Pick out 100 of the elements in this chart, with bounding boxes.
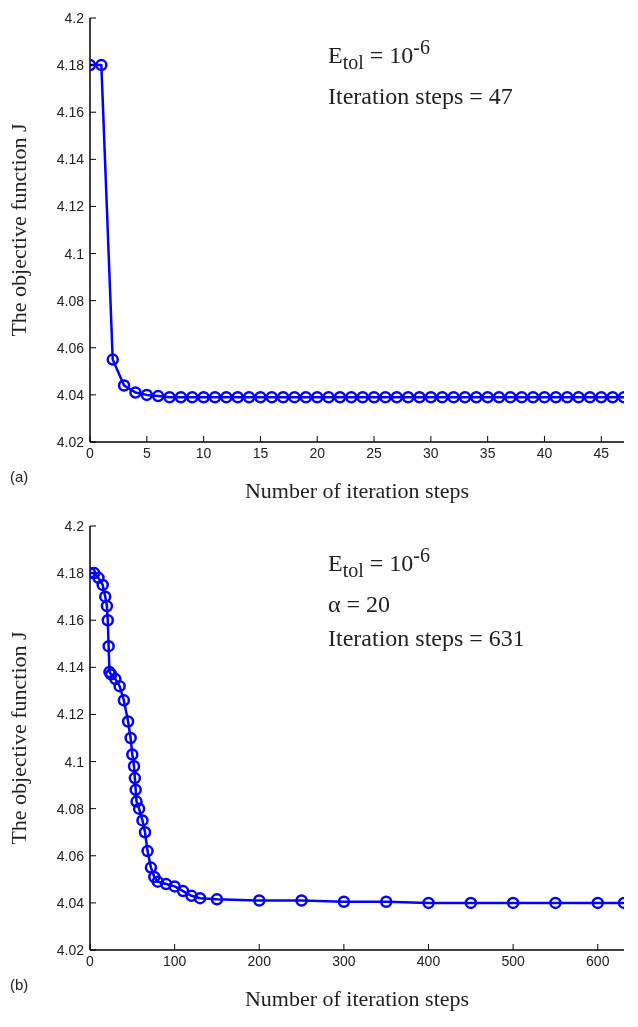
text: (b): [10, 976, 29, 993]
x-axis-title: Number of iteration steps: [244, 478, 470, 503]
x-axis-title: Number of iteration steps: [244, 986, 470, 1011]
y-tick-label: 4.2: [64, 517, 85, 534]
point: [113, 679, 126, 693]
annotation: α = 20: [328, 589, 392, 619]
point: [129, 386, 142, 399]
y-tick-label: 4.02: [56, 433, 85, 450]
point: [288, 390, 301, 404]
point: [310, 390, 324, 404]
y-tick-label: 4.12: [56, 706, 85, 723]
y-tick-label: 4.18: [56, 57, 85, 74]
y-axis-title: The objective function J: [5, 630, 31, 845]
point: [129, 783, 142, 797]
x-tick-label: 5: [142, 444, 151, 461]
point: [390, 390, 404, 404]
point: [151, 389, 165, 403]
y-tick-label: 4.2: [64, 9, 85, 26]
point: [163, 390, 176, 404]
point: [159, 877, 173, 891]
point: [121, 715, 135, 728]
y-tick-label: 4.06: [56, 847, 85, 864]
point: [401, 390, 415, 404]
point: [117, 379, 131, 392]
point: [220, 390, 233, 404]
point: [210, 893, 224, 906]
point: [102, 639, 115, 653]
point: [595, 390, 608, 404]
point: [356, 390, 369, 404]
y-tick-label: 4.12: [56, 198, 85, 215]
point: [295, 894, 308, 907]
point: [148, 870, 161, 884]
point: [322, 390, 335, 404]
y-tick-label: 4.04: [56, 386, 85, 403]
annotation: E$_{tol}$ = 10$^{-6}$: [328, 35, 431, 75]
point: [185, 889, 198, 903]
point: [506, 896, 520, 910]
y-tick-label: 4.1: [64, 245, 85, 262]
text: (a): [10, 468, 29, 485]
x-tick-label: 200: [247, 952, 272, 969]
point: [492, 390, 506, 404]
point: [138, 825, 152, 839]
x-tick-label: 0: [86, 952, 95, 969]
point: [101, 613, 115, 627]
point: [254, 390, 267, 404]
point: [424, 390, 438, 404]
point: [504, 390, 517, 404]
point: [470, 390, 483, 404]
point: [193, 891, 207, 905]
point: [132, 802, 146, 815]
y-tick-label: 4.06: [56, 339, 85, 356]
y-tick-label: 4.18: [56, 565, 85, 582]
point: [337, 895, 351, 908]
point: [464, 896, 478, 910]
point: [560, 390, 574, 404]
point: [144, 861, 158, 874]
point: [141, 844, 154, 858]
x-tick-label: 15: [252, 444, 269, 461]
point: [333, 390, 347, 404]
point: [130, 795, 143, 808]
point: [572, 390, 585, 404]
y-tick-label: 4.14: [56, 151, 85, 168]
y-tick-label: 4.08: [56, 292, 85, 309]
annotation: Iteration steps = 631: [328, 623, 525, 653]
point: [100, 599, 114, 613]
point: [127, 760, 141, 773]
point: [151, 875, 164, 888]
point: [367, 390, 381, 404]
point: [447, 390, 460, 404]
point: [253, 894, 266, 907]
point: [109, 672, 122, 686]
point: [124, 731, 137, 745]
x-tick-label: 400: [416, 952, 441, 969]
point: [549, 390, 563, 404]
point: [174, 390, 188, 404]
point: [515, 390, 528, 404]
y-tick-label: 4.16: [56, 104, 85, 121]
point: [299, 390, 313, 404]
point: [422, 896, 435, 910]
point: [549, 896, 562, 910]
point: [176, 884, 190, 898]
x-tick-label: 30: [423, 444, 439, 461]
point: [413, 390, 426, 404]
point: [140, 388, 154, 402]
point: [458, 390, 472, 404]
point: [106, 353, 119, 366]
point: [98, 590, 112, 603]
x-tick-label: 35: [479, 444, 496, 461]
point: [379, 390, 392, 404]
point: [435, 390, 449, 404]
point: [96, 578, 109, 592]
x-tick-label: 40: [536, 444, 553, 461]
y-tick-label: 4.16: [56, 612, 85, 629]
x-tick-label: 10: [195, 444, 212, 461]
point: [231, 390, 244, 404]
point: [242, 390, 256, 404]
y-tick-label: 4.02: [56, 941, 85, 958]
point: [481, 390, 494, 404]
x-tick-label: 300: [332, 952, 356, 969]
point: [265, 390, 279, 404]
